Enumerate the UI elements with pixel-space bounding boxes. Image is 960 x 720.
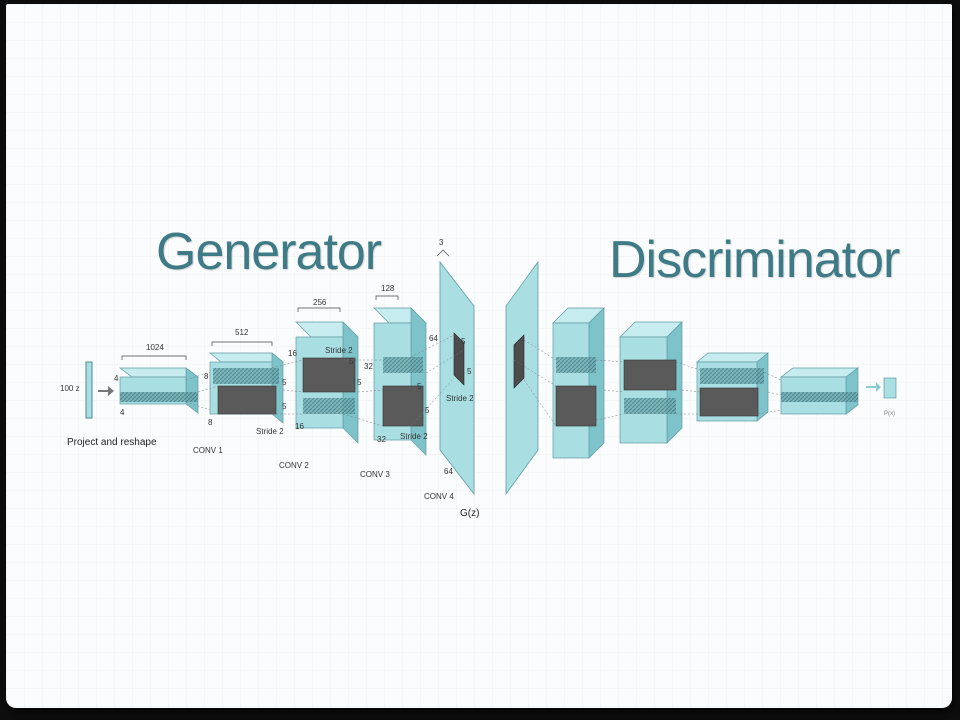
conv4-slab (436, 249, 475, 496)
disc-block-1 (552, 307, 605, 459)
generator-title: Generator (156, 223, 382, 281)
disc-block-4 (779, 367, 860, 415)
gz-output-label: G(z) (460, 508, 480, 519)
z-vector (85, 361, 93, 419)
conv3-label: CONV 3 (360, 470, 390, 479)
conv4-kernel-label-top: 5 (461, 337, 466, 346)
conv2-kernel-label-bottom: 5 (357, 378, 362, 387)
conv2-size-label-top: 16 (288, 349, 297, 358)
conv2-block (295, 307, 359, 444)
arrow-icon (98, 386, 114, 396)
z-input-label: 100 z (60, 384, 80, 393)
output-unit (883, 377, 897, 399)
conv2-stride-label: Stride 2 (325, 346, 353, 355)
conv2-kernel-label-top: 5 (349, 357, 354, 366)
conv4-depth-label: 3 (439, 238, 444, 247)
conv3-size-label-top: 32 (364, 362, 373, 371)
conv1-size-label-top: 8 (204, 372, 209, 381)
conv3-block (373, 295, 427, 456)
project-depth-label: 1024 (146, 343, 164, 352)
conv3-stride-label: Stride 2 (400, 432, 428, 441)
conv3-kernel-label-bottom: 5 (425, 406, 430, 415)
conv4-size-label-top: 64 (429, 334, 438, 343)
conv3-size-label-bottom: 32 (377, 435, 386, 444)
conv3-kernel-label-top: 5 (417, 382, 422, 391)
conv1-block (209, 341, 284, 424)
px-output-label: P(x) (884, 411, 895, 417)
conv2-depth-label: 256 (313, 298, 327, 307)
conv4-kernel-label-bottom: 5 (467, 367, 472, 376)
conv1-kernel-label-bottom: 5 (282, 402, 287, 411)
conv3-depth-label: 128 (381, 284, 395, 293)
slide: Generator Discriminator (6, 4, 952, 708)
discriminator-title: Discriminator (609, 231, 900, 289)
output-arrow-icon (866, 382, 881, 392)
project-block (118, 355, 200, 414)
conv4-label: CONV 4 (424, 492, 454, 501)
conv4-stride-label: Stride 2 (446, 394, 474, 403)
discriminator-input-slab (505, 260, 539, 496)
generator-connections (185, 334, 465, 427)
conv1-size-label-bottom: 8 (208, 418, 213, 427)
project-size-label-bottom: 4 (120, 408, 125, 417)
conv1-depth-label: 512 (235, 328, 249, 337)
project-size-label-top: 4 (114, 374, 119, 383)
project-label: Project and reshape (67, 437, 157, 448)
disc-block-2 (619, 321, 683, 444)
conv1-kernel-label-top: 5 (282, 378, 287, 387)
conv2-size-label-bottom: 16 (295, 422, 304, 431)
conv2-label: CONV 2 (279, 461, 309, 470)
discriminator-connections (513, 339, 782, 427)
conv1-label: CONV 1 (193, 446, 223, 455)
conv4-size-label-bottom: 64 (444, 467, 453, 476)
disc-block-3 (696, 352, 769, 422)
conv1-stride-label: Stride 2 (256, 427, 284, 436)
